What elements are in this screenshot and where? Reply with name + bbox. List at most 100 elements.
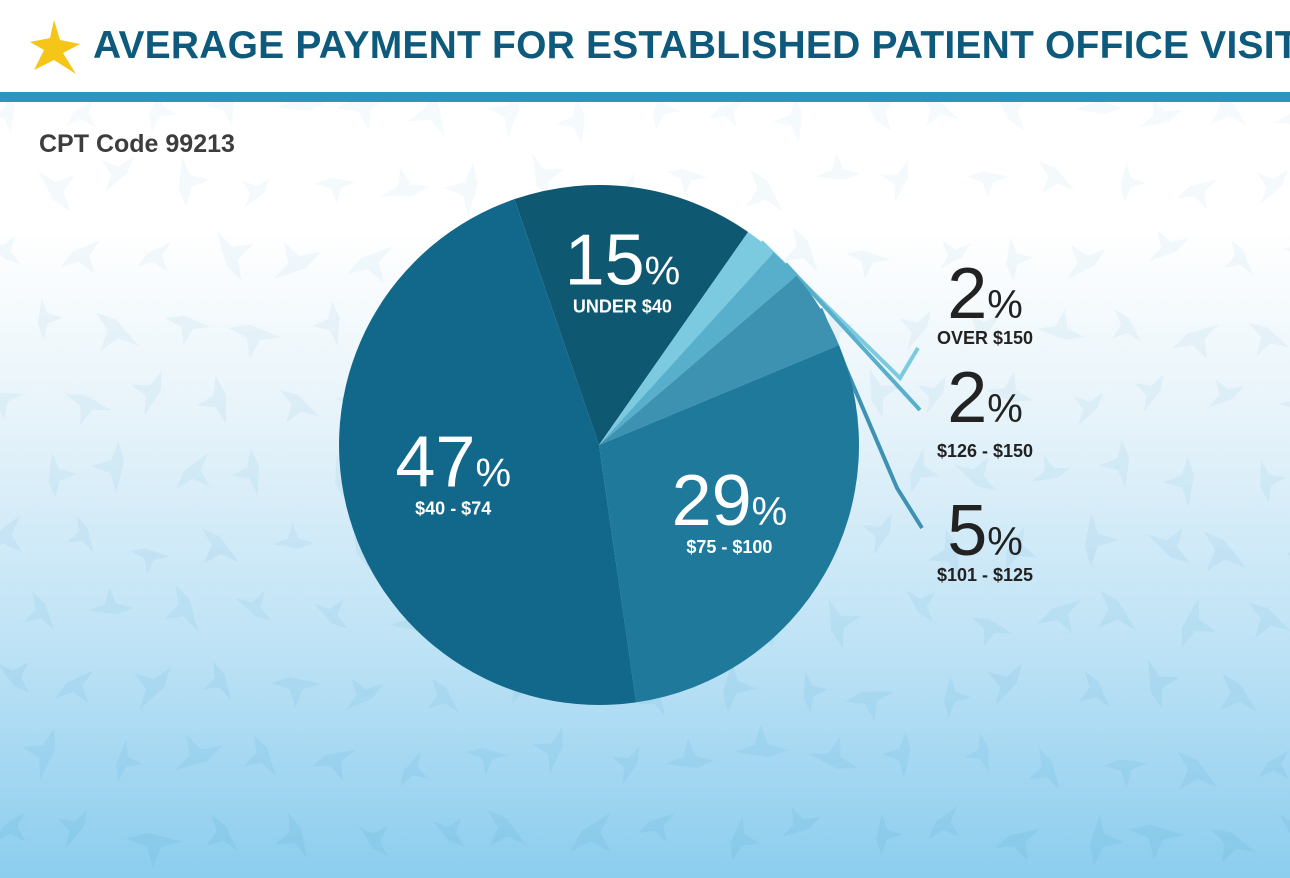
background-star xyxy=(967,313,1000,343)
background-star xyxy=(311,749,356,781)
header-divider xyxy=(0,92,1290,102)
background-star xyxy=(178,156,210,208)
background-star xyxy=(24,592,55,630)
slice-category-label: $126 - $150 xyxy=(937,441,1033,461)
background-star xyxy=(0,662,30,693)
background-star xyxy=(1006,237,1034,282)
background-star xyxy=(273,241,321,279)
slice-percent-label: 2% xyxy=(947,358,1023,438)
pie-slice xyxy=(599,252,797,445)
background-star xyxy=(400,751,429,787)
background-star xyxy=(994,828,1041,862)
pie-slice xyxy=(599,275,840,445)
background-star xyxy=(906,590,936,622)
background-star xyxy=(380,167,430,197)
background-star xyxy=(1038,161,1075,194)
background-star xyxy=(443,162,478,217)
background-star xyxy=(1172,324,1219,360)
background-star xyxy=(1148,659,1180,709)
background-star xyxy=(196,376,226,425)
background-star xyxy=(129,548,170,574)
background-star xyxy=(803,671,829,713)
background-star xyxy=(276,102,326,111)
background-star xyxy=(57,810,87,848)
background-star xyxy=(1005,525,1038,571)
background-star xyxy=(0,392,24,420)
background-star xyxy=(1208,378,1245,408)
star-icon xyxy=(30,20,80,74)
background-star xyxy=(101,156,134,193)
background-star xyxy=(466,747,509,775)
slice-percent-label: 29% xyxy=(672,461,788,541)
background-star xyxy=(1203,531,1246,571)
background-star xyxy=(611,746,640,785)
background-star xyxy=(487,810,526,847)
background-star xyxy=(1098,590,1136,630)
background-star xyxy=(271,677,321,709)
slice-category-label: $101 - $125 xyxy=(937,565,1033,585)
background-star xyxy=(408,102,445,137)
background-star xyxy=(175,734,222,771)
background-star xyxy=(95,312,139,351)
leader-line xyxy=(783,262,922,412)
background-star xyxy=(133,667,171,710)
background-star xyxy=(1112,309,1142,342)
background-star xyxy=(202,528,239,564)
background-star xyxy=(964,733,989,773)
background-star xyxy=(1037,599,1082,634)
background-star xyxy=(1075,102,1123,115)
background-star xyxy=(315,177,357,204)
background-star xyxy=(730,815,760,861)
background-star xyxy=(1258,749,1290,779)
background-star xyxy=(782,226,818,272)
background-star xyxy=(861,102,898,132)
background-star xyxy=(88,587,134,615)
background-star xyxy=(944,675,971,718)
background-star xyxy=(781,807,821,837)
background-star xyxy=(358,825,388,856)
background-star xyxy=(1278,813,1290,854)
background-star xyxy=(1177,751,1218,790)
background-star xyxy=(828,598,861,649)
background-star xyxy=(37,298,63,340)
background-star xyxy=(65,394,112,426)
background-star xyxy=(1248,323,1290,356)
background-star xyxy=(66,515,94,553)
background-star xyxy=(1120,162,1146,203)
background-star xyxy=(869,368,901,418)
background-star xyxy=(966,171,1010,198)
background-star xyxy=(91,440,125,494)
background-star xyxy=(1257,169,1289,205)
background-star xyxy=(1138,102,1183,128)
background-star xyxy=(0,235,21,264)
background-star xyxy=(1181,597,1216,648)
background-star xyxy=(1074,392,1104,426)
background-star xyxy=(1084,513,1118,567)
background-star xyxy=(1036,309,1085,340)
background-star xyxy=(970,617,1013,647)
background-star xyxy=(0,811,26,842)
background-star xyxy=(1031,455,1071,482)
page-title: AVERAGE PAYMENT FOR ESTABLISHED PATIENT … xyxy=(93,24,1290,67)
background-star xyxy=(1210,102,1247,126)
slice-category-label: UNDER $40 xyxy=(573,297,672,317)
background-star xyxy=(570,812,611,852)
background-star xyxy=(202,661,231,700)
background-star xyxy=(60,239,101,274)
background-star xyxy=(176,452,210,489)
background-star xyxy=(665,738,715,768)
background-star xyxy=(1147,527,1190,564)
slice-percent-label: 47% xyxy=(395,422,511,502)
background-star xyxy=(927,528,960,579)
background-star xyxy=(1089,813,1124,867)
background-star xyxy=(241,177,271,209)
background-star xyxy=(116,740,143,782)
background-star xyxy=(773,102,803,144)
background-star xyxy=(638,813,675,842)
background-star xyxy=(910,447,940,493)
background-star xyxy=(928,805,960,840)
background-star xyxy=(163,585,198,632)
background-star xyxy=(708,102,746,128)
header-bar: AVERAGE PAYMENT FOR ESTABLISHED PATIENT … xyxy=(0,0,1290,92)
